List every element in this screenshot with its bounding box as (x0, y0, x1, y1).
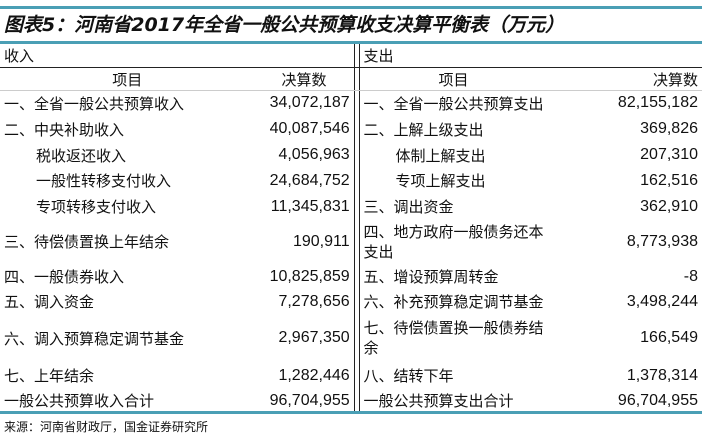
table-row: 一般公共预算收入合计 96,704,955 一般公共预算支出合计 96,704,… (0, 388, 702, 413)
income-value: 24,684,752 (269, 171, 350, 189)
expense-value: 162,516 (640, 171, 698, 189)
income-item: 一般性转移支付收入 (36, 172, 172, 190)
expense-item: 五、增设预算周转金 (363, 268, 499, 286)
income-value: 10,825,859 (269, 267, 350, 285)
income-value: 7,278,656 (278, 292, 350, 310)
income-value: 190,911 (292, 232, 350, 250)
expense-item: 体制上解支出 (395, 146, 486, 165)
expense-item: 六、补充预算稳定调节基金 (363, 293, 544, 311)
expense-item: 一、全省一般公共预算支出 (363, 94, 544, 113)
expense-value: 8,773,938 (626, 232, 698, 250)
income-value: 1,282,446 (278, 366, 350, 384)
expense-value: 362,910 (640, 197, 698, 215)
expense-col-value: 决算数 (547, 67, 702, 91)
income-item: 四、一般债券收入 (4, 268, 125, 286)
expense-value: 3,498,244 (626, 292, 698, 310)
expense-item: 八、结转下年 (363, 367, 454, 385)
expense-item: 二、上解上级支出 (363, 120, 484, 139)
income-value: 34,072,187 (269, 94, 350, 112)
table-row: 专项转移支付收入 11,345,831 三、调出资金 362,910 (0, 193, 702, 220)
expense-value: -8 (683, 267, 698, 285)
income-item: 专项转移支付收入 (36, 198, 157, 216)
table-row: 三、待偿债置换上年结余 190,911 四、地方政府一般债务还本支出 8,773… (0, 219, 702, 264)
expense-item: 专项上解支出 (395, 172, 486, 190)
expense-value: 1,378,314 (626, 366, 698, 384)
expense-section: 支出 (359, 44, 702, 68)
table-row: 七、上年结余 1,282,446 八、结转下年 1,378,314 (0, 362, 702, 389)
income-item: 三、待偿债置换上年结余 (4, 233, 170, 251)
income-value: 96,704,955 (269, 391, 350, 409)
income-col-value: 决算数 (254, 67, 355, 91)
table-row: 五、调入资金 7,278,656 六、补充预算稳定调节基金 3,498,244 (0, 289, 702, 314)
income-value: 11,345,831 (270, 197, 350, 215)
source-note: 来源：河南省财政厅，国金证券研究所 (4, 420, 209, 434)
expense-value: 96,704,955 (617, 391, 698, 409)
budget-table: 收入 支出 项目 决算数 项目 决算数 一、全省一般公共预算收入 34,072,… (0, 44, 702, 413)
table-row: 二、中央补助收入 40,087,546 二、上解上级支出 369,826 (0, 115, 702, 143)
expense-item: 三、调出资金 (363, 198, 454, 216)
income-col-item: 项目 (0, 67, 255, 91)
expense-item: 一般公共预算支出合计 (363, 392, 514, 410)
table-row: 四、一般债券收入 10,825,859 五、增设预算周转金 -8 (0, 263, 702, 290)
column-header-row: 项目 决算数 项目 决算数 (0, 67, 702, 91)
income-item: 五、调入资金 (4, 293, 95, 311)
table-row: 一般性转移支付收入 24,684,752 专项上解支出 162,516 (0, 167, 702, 194)
income-item: 二、中央补助收入 (4, 120, 125, 139)
income-item: 六、调入预算稳定调节基金 (4, 329, 185, 348)
figure-title: 图表5：河南省2017年全省一般公共预算收支决算平衡表（万元） (0, 6, 702, 44)
income-value: 40,087,546 (269, 120, 350, 137)
expense-col-item: 项目 (359, 67, 548, 91)
table-row: 六、调入预算稳定调节基金 2,967,350 七、待偿债置换一般债券结余 166… (0, 313, 702, 363)
expense-value: 82,155,182 (617, 94, 698, 112)
table-row: 税收返还收入 4,056,963 体制上解支出 207,310 (0, 142, 702, 168)
income-item: 一、全省一般公共预算收入 (4, 94, 185, 113)
income-item: 税收返还收入 (36, 146, 127, 165)
bottom-rule (0, 411, 702, 414)
income-item: 七、上年结余 (4, 367, 95, 385)
income-item: 一般公共预算收入合计 (4, 392, 155, 410)
expense-value: 207,310 (640, 146, 698, 163)
income-value: 4,056,963 (278, 146, 350, 163)
income-section: 收入 (0, 44, 355, 68)
expense-item: 七、待偿债置换一般债券结余 (363, 319, 544, 357)
income-value: 2,967,350 (278, 329, 350, 346)
expense-item: 四、地方政府一般债务还本支出 (363, 222, 544, 261)
table-row: 一、全省一般公共预算收入 34,072,187 一、全省一般公共预算支出 82,… (0, 90, 702, 116)
section-header-row: 收入 支出 (0, 44, 702, 68)
expense-value: 369,826 (640, 120, 698, 137)
expense-value: 166,549 (640, 329, 698, 346)
